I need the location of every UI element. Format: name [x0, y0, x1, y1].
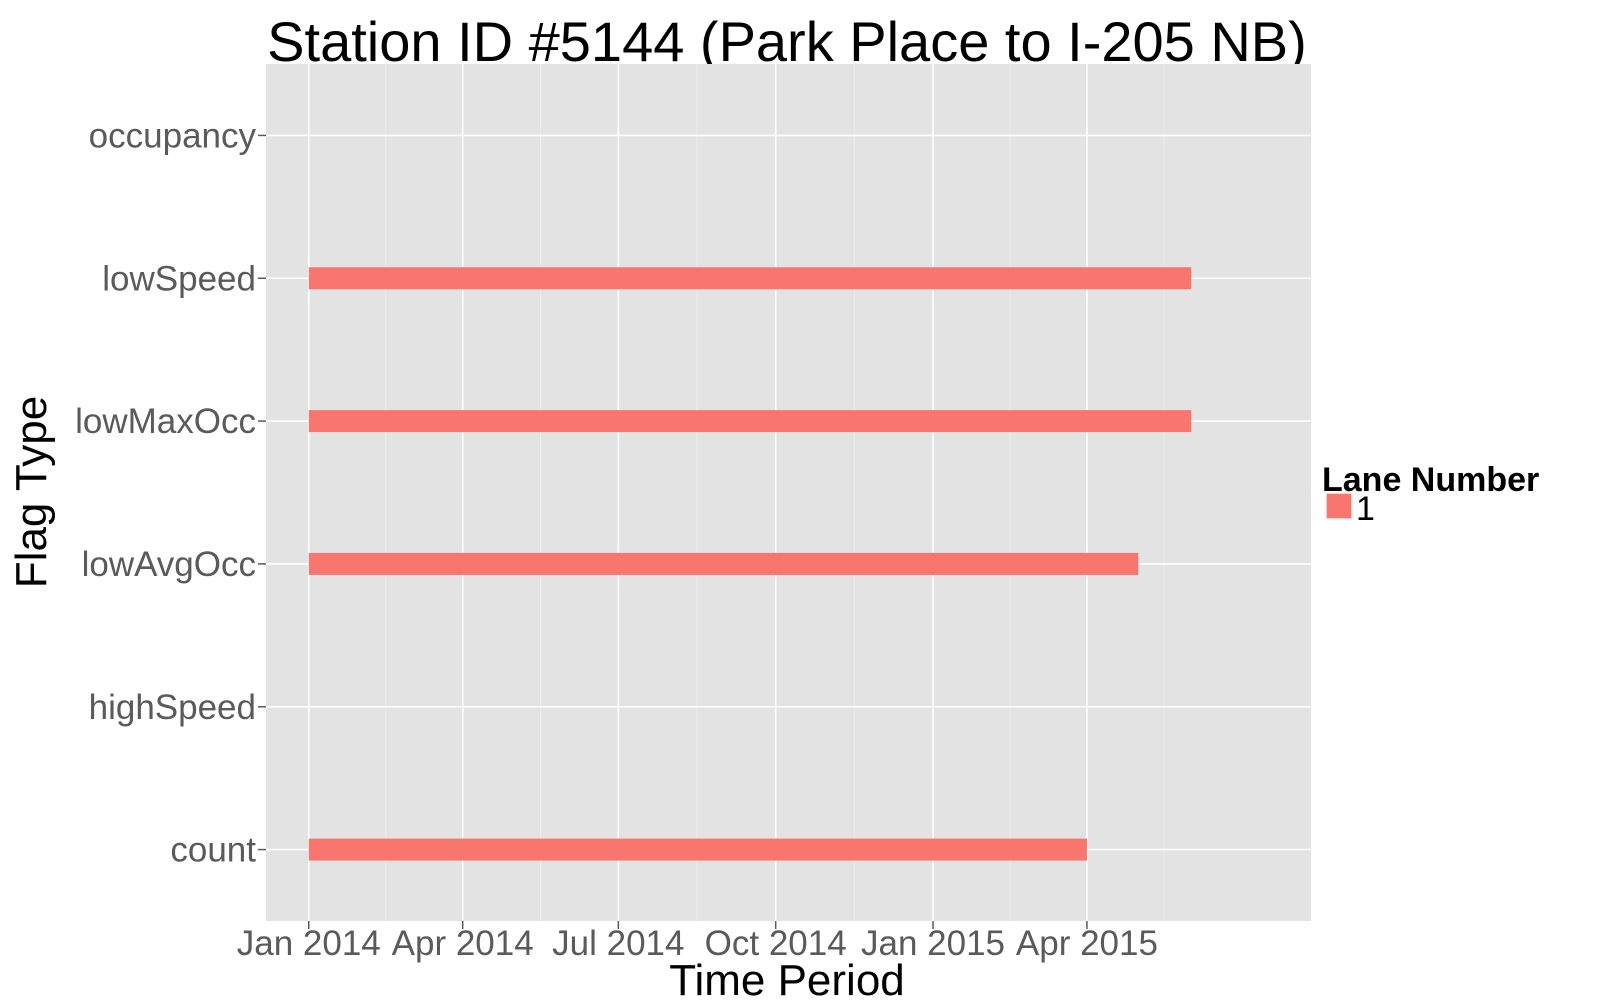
y-tick-label: occupancy: [89, 116, 257, 155]
plot-panel: [266, 64, 1311, 921]
x-tick-label: Apr 2015: [1016, 924, 1158, 963]
x-tick-label: Apr 2014: [392, 924, 534, 963]
y-tick-label: highSpeed: [89, 688, 256, 727]
bar-lowMaxOcc: [308, 410, 1192, 433]
y-axis-title: Flag Type: [7, 396, 56, 588]
legend-items: 1: [1325, 490, 1375, 528]
x-tick-label: Jul 2014: [552, 924, 684, 963]
bar-count: [308, 838, 1087, 861]
legend-swatch: [1325, 492, 1353, 520]
bars: [308, 267, 1192, 861]
bar-lowAvgOcc: [308, 552, 1139, 575]
x-axis: Jan 2014 Apr 2014 Jul 2014 Oct 2014 Jan 2015…: [237, 921, 1158, 963]
legend: Lane Number 1: [1322, 461, 1539, 528]
y-tick-label: lowAvgOcc: [82, 545, 256, 584]
legend-title: Lane Number: [1322, 461, 1539, 499]
x-axis-title: Time Period: [669, 956, 905, 1000]
y-tick-label: lowSpeed: [102, 259, 256, 298]
y-tick-label: count: [170, 831, 256, 870]
x-tick-label: Oct 2014: [705, 924, 847, 963]
x-tick-label: Jan 2014: [237, 924, 381, 963]
bar-lowSpeed: [308, 267, 1192, 290]
legend-label: 1: [1356, 490, 1375, 528]
y-axis: count highSpeed lowAvgOcc lowMaxOcc lowSpeed…: [75, 116, 266, 870]
x-tick-label: Jan 2015: [861, 924, 1005, 963]
y-tick-label: lowMaxOcc: [75, 402, 256, 441]
chart-title: Station ID #5144 (Park Place to I-205 NB…: [267, 10, 1307, 73]
